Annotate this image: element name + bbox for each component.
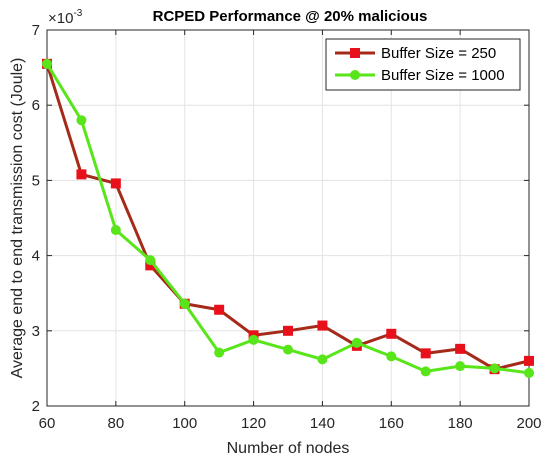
series-2-point — [214, 347, 225, 358]
series-layer — [42, 58, 534, 378]
series-1-point — [76, 169, 87, 180]
series-2-point — [351, 337, 362, 348]
series-2-point — [317, 354, 328, 365]
x-tick-label: 100 — [172, 415, 197, 432]
legend-item-buffer-1000: Buffer Size = 1000 — [335, 67, 505, 84]
legend: Buffer Size = 250 Buffer Size = 1000 — [325, 38, 521, 91]
series-1-point — [317, 320, 328, 331]
y-tick-label: 3 — [32, 323, 40, 340]
series-2-point — [248, 334, 259, 345]
chart-title: RCPED Performance @ 20% malicious — [153, 8, 428, 25]
series-1-point — [283, 325, 293, 336]
series-1-line — [45, 63, 530, 371]
legend-item-buffer-250: Buffer Size = 250 — [335, 45, 496, 62]
x-tick-label: 200 — [516, 415, 541, 432]
y-tick-label: 4 — [32, 248, 40, 265]
x-tick-label: 120 — [241, 415, 266, 432]
series-1-point — [420, 348, 431, 359]
series-1-point — [145, 260, 156, 271]
y-multiplier: ×10-3 — [48, 8, 83, 27]
series-2 — [42, 58, 534, 378]
y-tick-label: 6 — [32, 97, 40, 114]
series-2-point — [489, 363, 500, 374]
legend-label-buffer-250: Buffer Size = 250 — [381, 45, 496, 62]
series-1-point — [214, 304, 225, 315]
series-2-point — [455, 361, 466, 372]
series-2-point — [420, 366, 431, 377]
x-axis-title: Number of nodes — [227, 440, 350, 457]
series-2-point — [524, 367, 534, 378]
x-tick-label: 160 — [379, 415, 404, 432]
series-1-point — [524, 355, 534, 366]
x-tick-label: 80 — [108, 415, 125, 432]
series-1-point — [455, 343, 466, 354]
series-2-point — [179, 298, 190, 309]
x-tick-label: 60 — [39, 415, 56, 432]
y-tick-label: 2 — [32, 398, 40, 415]
y-axis-title: Average end to end transmission cost (Jo… — [9, 58, 26, 379]
y-multiplier-base: ×10 — [48, 10, 73, 27]
series-1-point — [110, 178, 121, 189]
legend-marker-buffer-250 — [350, 48, 360, 58]
series-1-point — [386, 328, 397, 339]
y-tick-label: 5 — [32, 172, 40, 189]
legend-box — [325, 38, 521, 91]
legend-marker-buffer-1000 — [350, 70, 360, 80]
x-axis-ticks: 60 80 100 120 140 160 180 200 — [39, 30, 542, 432]
series-2-point — [386, 351, 397, 362]
x-tick-label: 180 — [448, 415, 473, 432]
series-2-point — [145, 255, 156, 266]
y-multiplier-exponent: -3 — [73, 8, 82, 19]
series-2-point — [283, 344, 293, 355]
plot-frame — [46, 29, 530, 407]
x-tick-label: 140 — [310, 415, 335, 432]
y-tick-label: 7 — [32, 22, 40, 39]
legend-label-buffer-1000: Buffer Size = 1000 — [381, 67, 505, 84]
y-axis-ticks: 2 3 4 5 6 7 — [32, 22, 529, 415]
series-2-point — [76, 115, 87, 126]
series-2-point — [42, 58, 52, 69]
series-2-point — [110, 225, 121, 236]
